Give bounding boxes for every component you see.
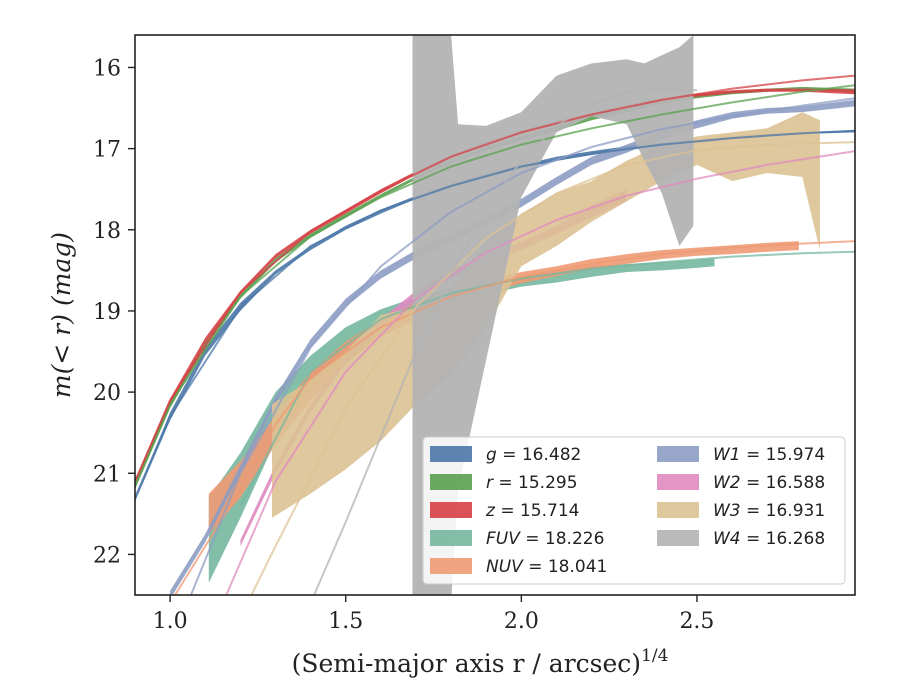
legend-label: W3 = 16.931 [713, 501, 825, 521]
model-curve-layer [135, 74, 855, 595]
legend-label: r = 15.295 [486, 473, 578, 493]
model-curve-fuv [239, 250, 855, 507]
x-tick-label: 2.5 [679, 609, 714, 634]
legend-item-w2: W2 = 16.588 [657, 473, 825, 493]
model-curve-r [135, 84, 855, 486]
legend-label: W4 = 16.268 [713, 529, 825, 549]
model-curve-nuv [173, 240, 855, 595]
legend-swatch [657, 474, 699, 490]
legend-swatch [430, 446, 472, 462]
y-axis-label: m(< r) (mag) [47, 232, 76, 398]
legend-label: NUV = 18.041 [486, 557, 607, 577]
legend-item-fuv: FUV = 18.226 [430, 529, 604, 549]
x-axis-label: (Semi-major axis r / arcsec)1/4 [292, 646, 669, 678]
legend-item-r: r = 15.295 [430, 473, 578, 493]
legend-swatch [657, 502, 699, 518]
legend-label: W1 = 15.974 [713, 445, 825, 465]
legend-item-g: g = 16.482 [430, 445, 581, 465]
y-axis-ticks: 16 17 18 19 20 21 22 [93, 56, 135, 568]
legend-label: FUV = 18.226 [486, 529, 604, 549]
legend-item-z: z = 15.714 [430, 501, 579, 521]
y-tick-label: 20 [93, 381, 121, 406]
legend-label: g = 16.482 [486, 445, 581, 465]
legend-box [422, 436, 846, 585]
y-tick-label: 22 [93, 543, 121, 568]
plot-frame [134, 34, 856, 596]
x-axis-label-power: 1/4 [641, 646, 668, 666]
legend-entries: g = 16.482 r = 15.295 z = 15.714 FUV = 18.2… [430, 445, 825, 577]
legend-label: z = 15.714 [485, 501, 579, 521]
band-w4 [412, 35, 694, 595]
x-tick-label: 2.0 [504, 609, 539, 634]
y-tick-label: 19 [93, 300, 121, 325]
model-curve-w2 [225, 150, 855, 595]
legend-swatch [657, 530, 699, 546]
y-tick-label: 18 [93, 219, 121, 244]
legend-item-w1: W1 = 15.974 [657, 445, 825, 465]
model-curve-z [135, 74, 855, 482]
y-tick-label: 17 [93, 138, 121, 163]
model-curve-g [135, 129, 855, 498]
model-curve-w1 [189, 97, 855, 595]
band-series-layer [135, 35, 855, 595]
band-w1 [170, 99, 855, 595]
legend-swatch [430, 474, 472, 490]
x-axis-label-text: (Semi-major axis r / arcsec) [292, 649, 641, 678]
legend-swatch [430, 558, 472, 574]
legend-item-w4: W4 = 16.268 [657, 529, 825, 549]
model-curve-w4 [313, 88, 698, 595]
legend-swatch [657, 446, 699, 462]
legend-swatch [430, 502, 472, 518]
legend-item-nuv: NUV = 18.041 [430, 557, 607, 577]
x-tick-label: 1.5 [328, 609, 363, 634]
legend: g = 16.482 r = 15.295 z = 15.714 FUV = 18.2… [422, 436, 846, 585]
band-fuv [208, 258, 715, 583]
y-tick-label: 16 [93, 56, 121, 81]
x-axis-ticks: 1.0 1.5 2.0 2.5 [153, 595, 714, 634]
band-w3 [272, 112, 820, 518]
model-curve-w3 [250, 141, 855, 595]
x-tick-label: 1.0 [153, 609, 188, 634]
y-tick-label: 21 [93, 462, 121, 487]
legend-swatch [430, 530, 472, 546]
legend-label: W2 = 16.588 [713, 473, 825, 493]
legend-item-w3: W3 = 16.931 [657, 501, 825, 521]
